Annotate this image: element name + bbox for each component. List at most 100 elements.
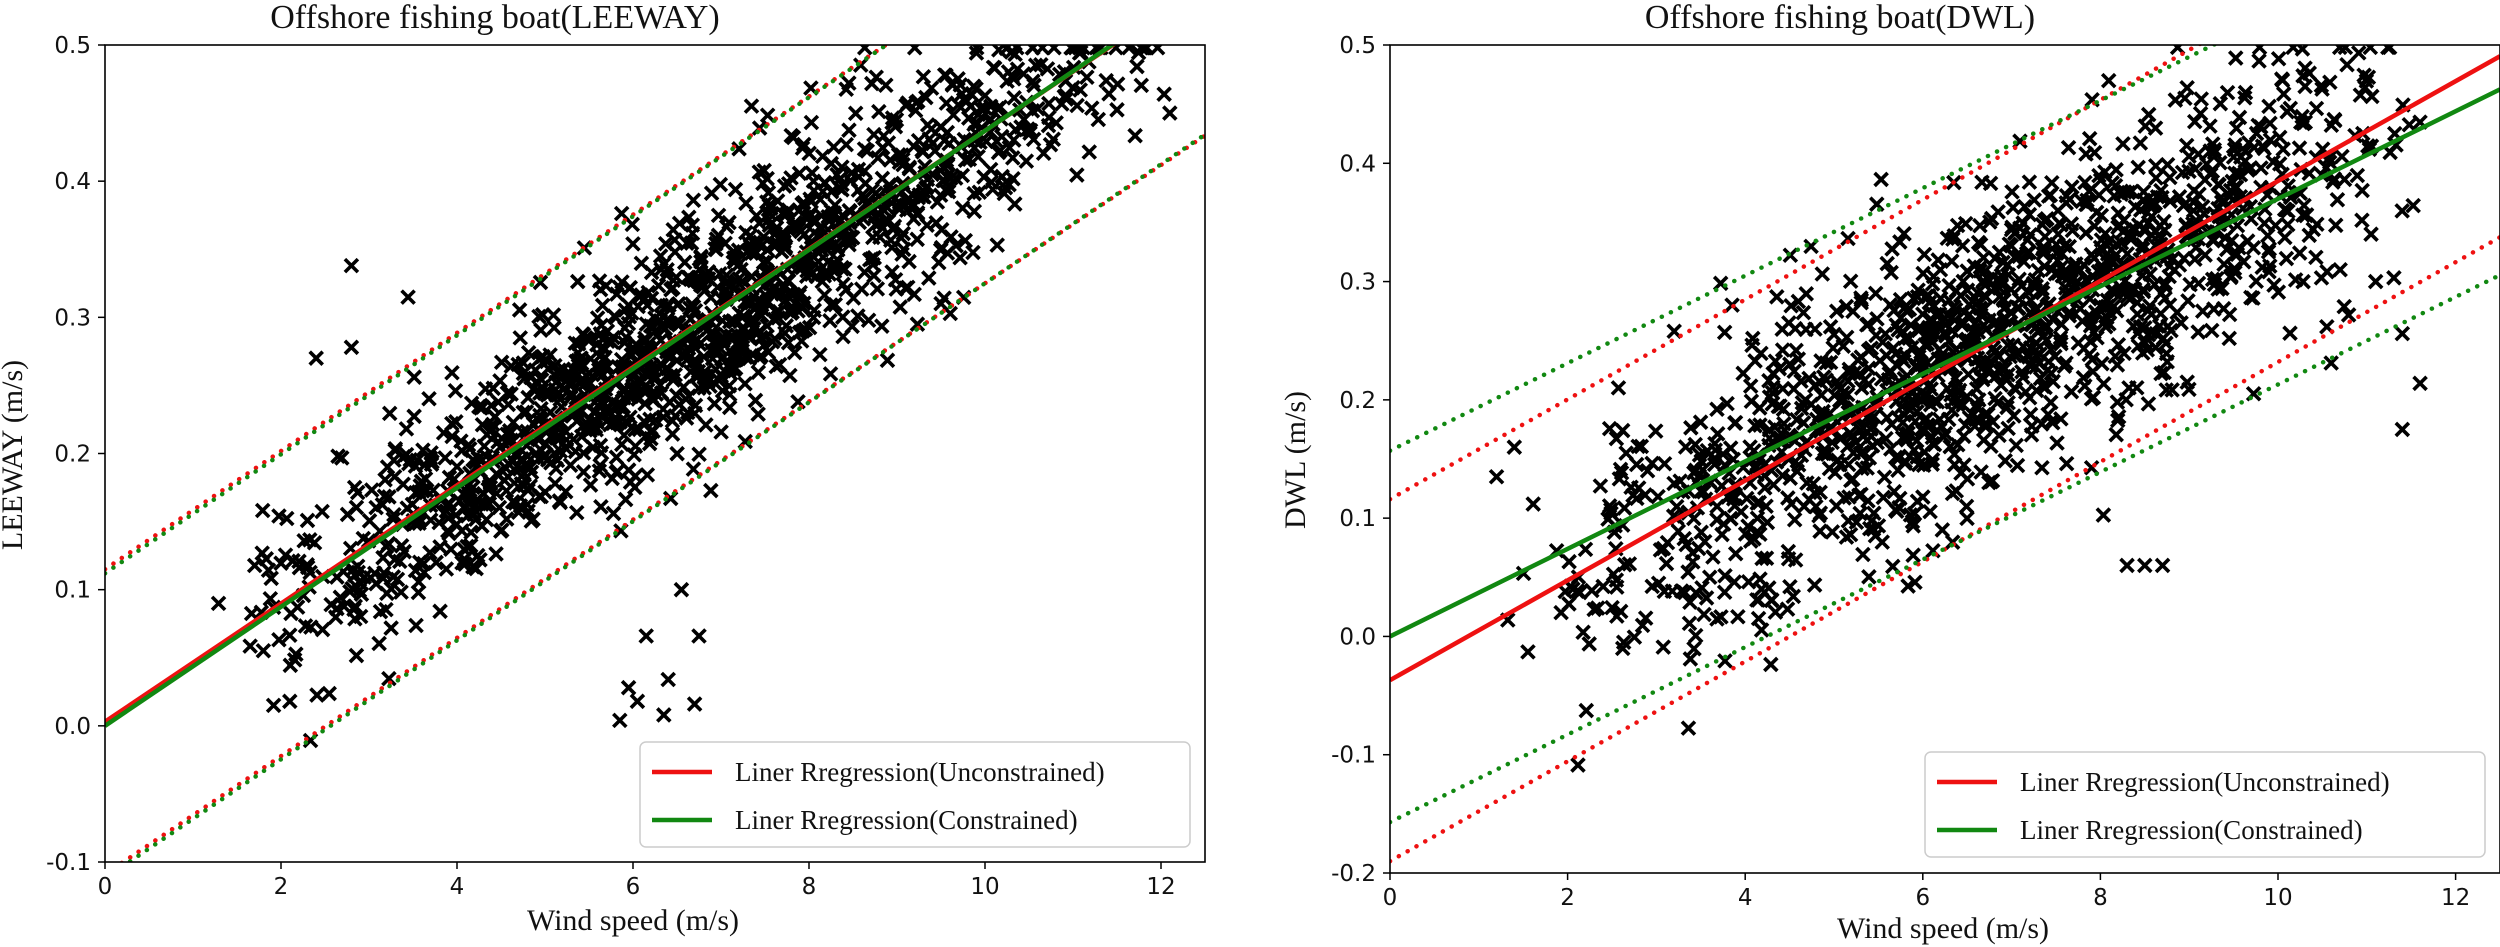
scatter-point <box>715 333 731 349</box>
scatter-point <box>441 525 457 542</box>
scatter-point <box>2260 227 2276 244</box>
scatter-point <box>271 508 287 524</box>
scatter-point <box>887 118 904 135</box>
scatter-point <box>854 187 870 203</box>
scatter-point <box>706 395 723 412</box>
scatter-point <box>713 424 729 440</box>
scatter-point <box>2137 557 2153 574</box>
scatter-point <box>1813 387 1830 403</box>
scatter-point <box>375 549 391 566</box>
scatter-point <box>425 482 442 499</box>
scatter-point <box>874 318 890 334</box>
scatter-point <box>2401 116 2418 133</box>
scatter-point <box>639 467 656 483</box>
scatter-point <box>1753 581 1770 597</box>
scatter-point <box>496 472 512 488</box>
y-tick-label: 0.1 <box>1339 506 1376 532</box>
scatter-point <box>1129 58 1145 75</box>
scatter-point <box>2072 300 2088 317</box>
scatter-point <box>548 460 564 477</box>
scatter-point <box>1905 518 1922 534</box>
scatter-point <box>608 309 624 326</box>
scatter-point <box>938 182 954 199</box>
y-tick-label: 0.4 <box>54 169 91 195</box>
scatter-point <box>1694 580 1710 596</box>
scatter-point <box>2354 182 2370 199</box>
scatter-point <box>743 98 760 114</box>
scatter-point <box>1866 505 1882 522</box>
scatter-point <box>2129 306 2146 322</box>
scatter-point <box>2004 219 2020 236</box>
scatter-point <box>407 458 424 474</box>
scatter-point <box>1756 480 1773 496</box>
scatter-point <box>2227 137 2243 153</box>
scatter-point <box>2336 298 2352 315</box>
scatter-point <box>1920 419 1936 435</box>
y-tick-label: 0.1 <box>54 578 91 604</box>
scatter-point <box>669 445 685 462</box>
scatter-point <box>1995 254 2011 271</box>
scatter-point <box>919 178 936 195</box>
scatter-point <box>1612 603 1629 620</box>
scatter-point <box>2064 179 2080 195</box>
scatter-point <box>1840 513 1857 529</box>
scatter-point <box>1840 230 1856 247</box>
scatter-point <box>527 362 544 378</box>
scatter-point <box>866 267 882 284</box>
scatter-point <box>1133 45 1149 56</box>
scatter-point <box>563 385 580 402</box>
scatter-point <box>1730 608 1746 625</box>
scatter-point <box>1681 615 1698 632</box>
scatter-point <box>714 329 731 346</box>
scatter-point <box>2092 297 2109 314</box>
scatter-point <box>919 117 936 133</box>
scatter-point <box>422 544 438 561</box>
scatter-point <box>2252 119 2269 135</box>
scatter-point <box>2270 284 2287 300</box>
scatter-point <box>1763 656 1779 673</box>
scatter-point <box>2265 154 2281 170</box>
scatter-point <box>1984 472 2001 489</box>
scatter-point <box>625 236 641 252</box>
scatter-point <box>685 353 702 370</box>
scatter-point <box>1842 273 1859 289</box>
scatter-point <box>336 598 352 615</box>
scatter-point <box>1727 545 1744 562</box>
scatter-point <box>562 457 579 473</box>
scatter-point <box>721 386 738 403</box>
scatter-point <box>798 268 815 284</box>
scatter-point <box>822 312 838 329</box>
scatter-point <box>2058 187 2075 204</box>
scatter-point <box>398 421 415 437</box>
scatter-point <box>412 478 429 494</box>
scatter-point <box>1601 420 1618 437</box>
scatter-point <box>376 488 393 505</box>
scatter-point <box>1677 584 1693 601</box>
scatter-point <box>2279 103 2295 120</box>
scatter-point <box>631 421 648 438</box>
scatter-point <box>1742 533 1759 549</box>
scatter-point <box>1138 45 1155 56</box>
scatter-point <box>282 693 298 710</box>
scatter-point <box>2030 262 2047 279</box>
scatter-point <box>1842 526 1859 543</box>
scatter-point <box>2271 129 2288 146</box>
plot-area <box>105 45 1205 862</box>
scatter-point <box>441 469 458 486</box>
scatter-point <box>2085 363 2101 380</box>
scatter-point <box>593 499 609 515</box>
scatter-point <box>1717 653 1733 669</box>
scatter-point <box>1577 541 1594 558</box>
scatter-point <box>1788 411 1805 428</box>
scatter-point <box>2180 293 2196 309</box>
scatter-point <box>928 215 944 231</box>
scatter-point <box>1162 105 1178 121</box>
scatter-point <box>871 103 887 120</box>
scatter-point <box>2227 50 2244 66</box>
scatter-point <box>2358 73 2375 89</box>
scatter-point <box>453 442 470 459</box>
scatter-point <box>2331 45 2348 56</box>
scatter-point <box>2093 207 2110 224</box>
scatter-point <box>1575 624 1591 641</box>
scatter-point <box>1906 505 1923 522</box>
